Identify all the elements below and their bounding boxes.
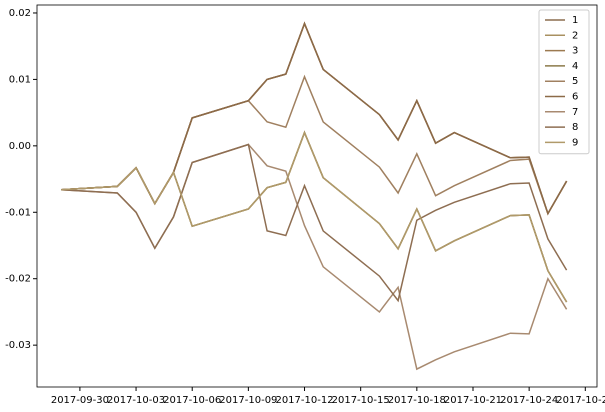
y-tick-label: -0.03 — [5, 340, 31, 351]
x-tick-label: 2017-10-06 — [163, 395, 221, 406]
series-line — [61, 21, 568, 216]
series-line — [61, 130, 568, 303]
x-tick-label: 2017-09-30 — [51, 395, 109, 406]
legend-label: 8 — [572, 122, 578, 133]
series-line — [61, 21, 568, 216]
x-tick-label: 2017-10-18 — [388, 395, 446, 406]
y-tick-label: -0.01 — [5, 207, 31, 218]
legend-label: 2 — [572, 30, 578, 41]
legend-label: 7 — [572, 107, 578, 118]
legend-label: 6 — [572, 92, 578, 103]
y-tick-label: 0.01 — [9, 74, 31, 85]
x-tick-label: 2017-10-21 — [444, 395, 502, 406]
legend-label: 1 — [572, 15, 578, 26]
x-tick-label: 2017-10-15 — [332, 395, 390, 406]
series-line — [61, 143, 568, 371]
series-line — [61, 143, 568, 303]
x-tick-label: 2017-10-12 — [275, 395, 333, 406]
legend-label: 3 — [572, 46, 578, 57]
x-tick-label: 2017-10-24 — [500, 395, 558, 406]
series-line — [61, 74, 568, 216]
x-tick-label: 2017-10-09 — [219, 395, 277, 406]
series-line — [61, 21, 568, 216]
series-line — [61, 130, 568, 303]
legend-label: 4 — [572, 61, 578, 72]
plot-frame — [36, 4, 598, 388]
x-tick-label: 2017-10-03 — [107, 395, 165, 406]
legend-label: 5 — [572, 76, 578, 87]
y-tick-label: 0.00 — [9, 141, 31, 152]
legend-label: 9 — [572, 137, 578, 148]
series-line — [61, 130, 568, 303]
y-tick-label: 0.02 — [9, 8, 31, 19]
y-tick-label: -0.02 — [5, 274, 31, 285]
x-tick-label: 2017-10-27 — [556, 395, 605, 406]
